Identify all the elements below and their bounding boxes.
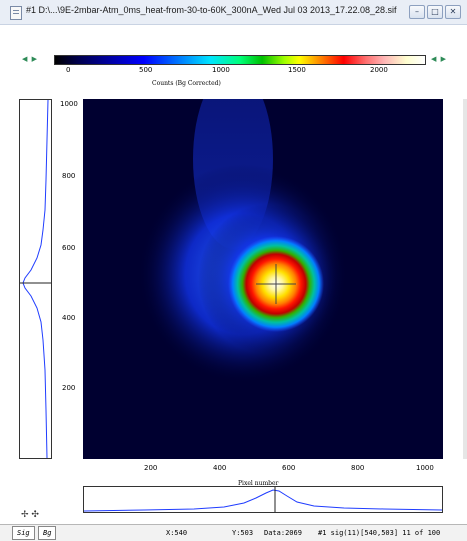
x-axis-tick: 1000: [416, 464, 434, 472]
colorbar-tick: 500: [139, 66, 153, 74]
x-axis-tick: 400: [213, 464, 227, 472]
maximize-button[interactable]: □: [427, 5, 443, 19]
x-axis-tick: 200: [144, 464, 158, 472]
close-button[interactable]: ✕: [445, 5, 461, 19]
colorbar[interactable]: [54, 55, 426, 65]
x-readout: X:540: [166, 529, 188, 537]
colorbar-tick: 2000: [370, 66, 388, 74]
y-readout: Y:503: [232, 529, 254, 537]
status-bar: Sig Bg X:540 Y:503 Data:2069 #1 sig(11)[…: [0, 524, 467, 541]
colorbar-tick: 1000: [212, 66, 230, 74]
x-axis-tick: 600: [282, 464, 296, 472]
colorbar-title: Counts (Bg Corrected): [152, 80, 221, 87]
horizontal-profile-svg: [83, 487, 443, 512]
vertical-profile-svg: [20, 99, 51, 459]
beam-heatmap: [83, 99, 443, 459]
tab-bg[interactable]: Bg: [38, 526, 57, 540]
pan-tool-icons[interactable]: ✢ ✣: [21, 510, 39, 520]
document-icon: [10, 6, 22, 20]
y-axis-tick: 400: [62, 314, 76, 322]
beam-image-canvas[interactable]: [83, 99, 443, 459]
colorbar-scroll-left-arrows[interactable]: ◀ ▶: [22, 55, 38, 63]
minimize-button[interactable]: –: [409, 5, 425, 19]
x-axis-title: Pixel number: [238, 480, 279, 487]
window-title: #1 D:\...\9E-2mbar-Atm_0ms_heat-from-30-…: [26, 5, 397, 15]
colorbar-scroll-right-arrows[interactable]: ◀ ▶: [431, 55, 447, 63]
data-readout: Data:2069: [264, 529, 302, 537]
y-axis-tick: 200: [62, 384, 76, 392]
right-scrollbar[interactable]: [463, 99, 467, 459]
frame-info: #1 sig(11)[540,503] 11 of 100: [318, 529, 441, 537]
colorbar-tick: 1500: [288, 66, 306, 74]
horizontal-profile-plot[interactable]: [83, 486, 443, 513]
colorbar-tick: 0: [66, 66, 71, 74]
x-axis-tick: 800: [351, 464, 365, 472]
tab-sig[interactable]: Sig: [12, 526, 35, 540]
window-titlebar: #1 D:\...\9E-2mbar-Atm_0ms_heat-from-30-…: [0, 0, 467, 25]
y-axis-tick: 1000: [60, 100, 78, 108]
vertical-profile-plot[interactable]: [19, 99, 52, 459]
y-axis-tick: 800: [62, 172, 76, 180]
y-axis-tick: 600: [62, 244, 76, 252]
